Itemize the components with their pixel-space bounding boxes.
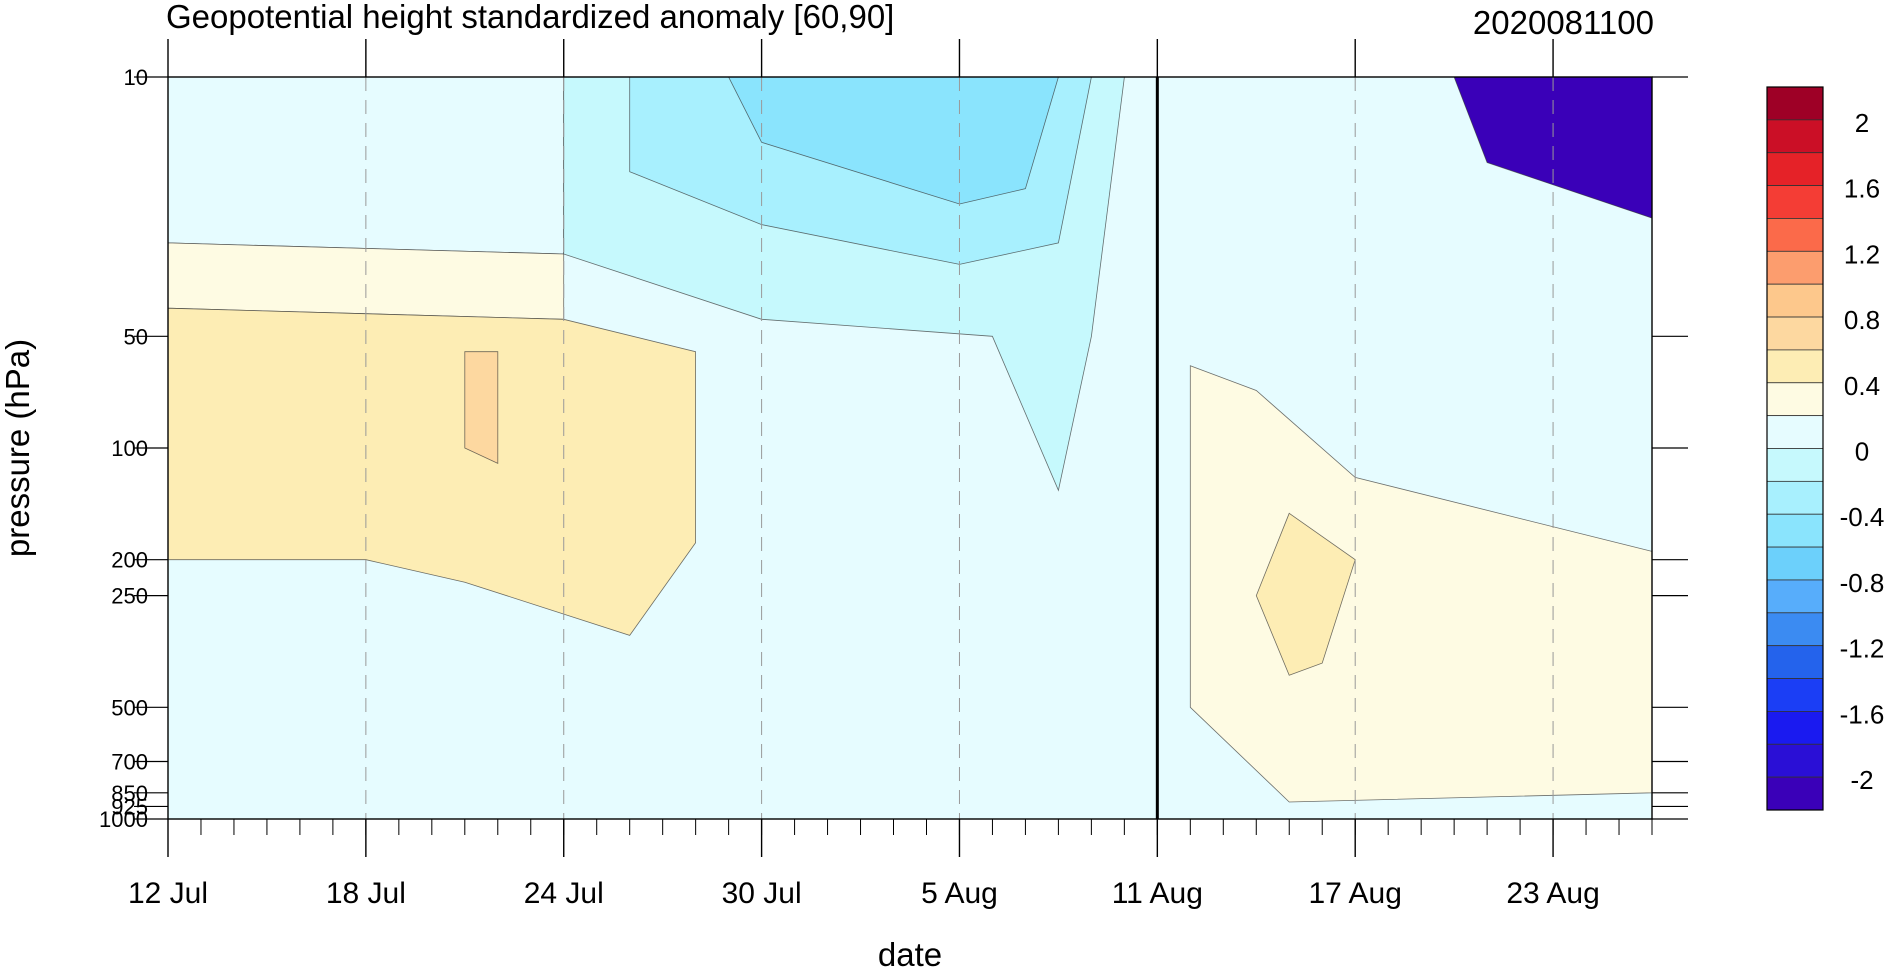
colorbar-swatch bbox=[1766, 415, 1824, 449]
y-tick-label: 500 bbox=[111, 695, 148, 720]
y-tick-label: 200 bbox=[111, 548, 148, 573]
y-tick-label: 700 bbox=[111, 750, 148, 775]
x-tick-label: 30 Jul bbox=[722, 877, 802, 910]
x-tick-label: 24 Jul bbox=[524, 877, 604, 910]
y-tick-label: 250 bbox=[111, 584, 148, 609]
colorbar-swatch bbox=[1766, 678, 1824, 712]
colorbar-swatch bbox=[1766, 119, 1824, 154]
colorbar-frame bbox=[1766, 86, 1824, 811]
x-tick-label: 11 Aug bbox=[1112, 877, 1203, 910]
colorbar-label: 2 bbox=[1855, 108, 1869, 138]
x-tick-label: 23 Aug bbox=[1506, 877, 1599, 910]
anomaly-region-7 bbox=[1189, 365, 1652, 803]
anomaly-region-8 bbox=[1255, 512, 1356, 676]
plot-regions bbox=[168, 77, 1652, 803]
colorbar-swatch bbox=[1766, 612, 1824, 647]
colorbar-label: 0 bbox=[1855, 437, 1869, 467]
colorbar-swatch bbox=[1766, 316, 1824, 351]
colorbar: 2 1.6 1.2 0.8 0.4 0 -0.4 -0.8 -1.2 -1.6 -2 bbox=[1766, 86, 1885, 811]
chart-date-label: 2020081100 bbox=[1473, 4, 1654, 41]
y-tick-label: 100 bbox=[111, 436, 148, 461]
colorbar-label: -2 bbox=[1850, 765, 1873, 795]
x-axis-label: date bbox=[878, 936, 942, 969]
colorbar-swatch bbox=[1766, 743, 1824, 778]
colorbar-swatch bbox=[1766, 349, 1824, 384]
colorbar-swatch bbox=[1766, 645, 1824, 679]
colorbar-swatch bbox=[1766, 579, 1824, 614]
colorbar-swatch bbox=[1766, 546, 1824, 581]
colorbar-label: -1.6 bbox=[1840, 699, 1885, 729]
y-tick-label: 10 bbox=[124, 65, 148, 90]
colorbar-label: 0.4 bbox=[1844, 371, 1880, 401]
colorbar-swatch bbox=[1766, 218, 1824, 252]
x-tick-label: 17 Aug bbox=[1308, 877, 1401, 910]
colorbar-label: -0.4 bbox=[1840, 502, 1885, 532]
colorbar-swatch bbox=[1766, 382, 1824, 417]
colorbar-label: -1.2 bbox=[1840, 634, 1885, 664]
x-tick-label: 18 Jul bbox=[326, 877, 406, 910]
x-tick-label: 12 Jul bbox=[128, 877, 208, 910]
colorbar-swatch bbox=[1766, 283, 1824, 318]
colorbar-swatch bbox=[1766, 513, 1824, 548]
colorbar-swatch bbox=[1766, 86, 1824, 121]
colorbar-label: 1.2 bbox=[1844, 239, 1880, 269]
y-axis-label: pressure (hPa) bbox=[0, 339, 36, 557]
y-tick-label: 850 bbox=[111, 781, 148, 806]
colorbar-label: 0.8 bbox=[1844, 305, 1880, 335]
anomaly-region-3 bbox=[464, 351, 499, 465]
colorbar-swatch bbox=[1766, 480, 1824, 515]
y-tick-label: 925 bbox=[111, 794, 148, 819]
y-tick-label: 50 bbox=[124, 324, 148, 349]
colorbar-swatch bbox=[1766, 448, 1824, 482]
x-tick-label: 5 Aug bbox=[921, 877, 998, 910]
anomaly-region-6 bbox=[728, 77, 1059, 205]
colorbar-label: -0.8 bbox=[1840, 568, 1885, 598]
chart-title: Geopotential height standardized anomaly… bbox=[166, 0, 894, 35]
y-tick-label: 1000 bbox=[99, 807, 148, 832]
colorbar-swatch bbox=[1766, 185, 1824, 219]
colorbar-swatch bbox=[1766, 711, 1824, 745]
colorbar-swatch bbox=[1766, 250, 1824, 285]
colorbar-swatch bbox=[1766, 776, 1824, 811]
colorbar-swatch bbox=[1766, 152, 1824, 186]
plot-grid bbox=[365, 77, 1554, 819]
x-axis: 12 Jul 18 Jul 24 Jul 30 Jul 5 Aug 11 Aug 17 Au… bbox=[128, 39, 1653, 910]
colorbar-label: 1.6 bbox=[1844, 174, 1880, 204]
